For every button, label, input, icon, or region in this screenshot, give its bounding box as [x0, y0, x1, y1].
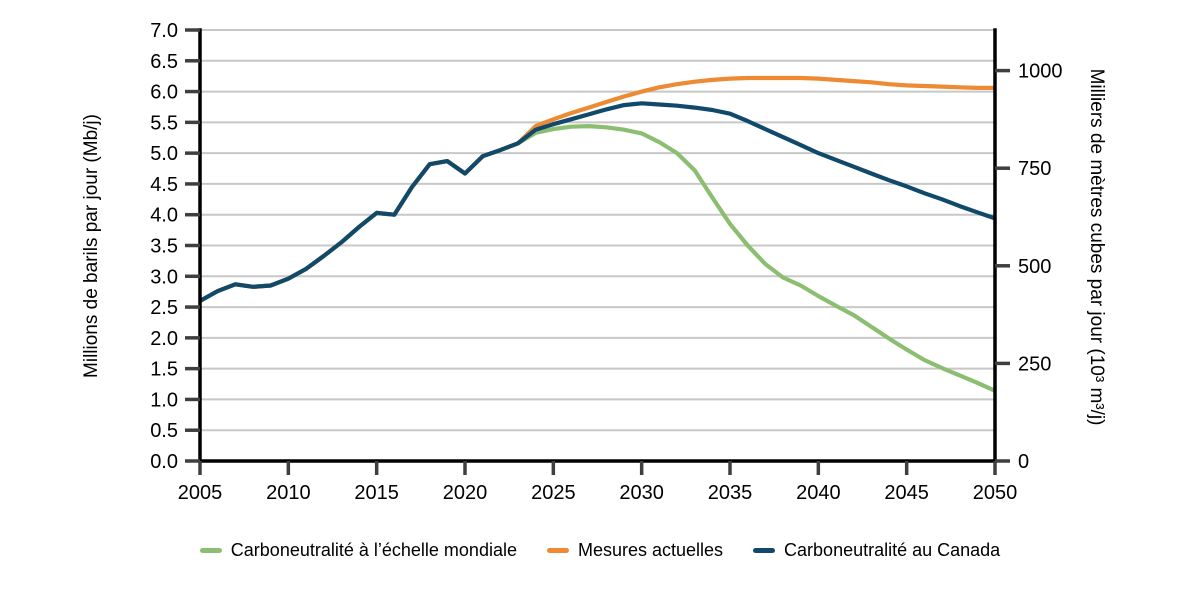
x-tick-label: 2045 — [884, 482, 929, 504]
x-tick-label: 2050 — [973, 482, 1018, 504]
chart-canvas: 0.0 0.5 1.0 1.5 2.0 2.5 3.0 3.5 4.0 4.5 5.0 5.5 6.0 6… — [81, 20, 1107, 504]
y-left-tick-label: 5.0 — [150, 143, 178, 165]
legend: Carboneutralité à l’échelle mondiale Mes… — [0, 540, 1200, 561]
y-right-tick-label: 750 — [1018, 158, 1051, 180]
y-right-tick-label: 500 — [1018, 256, 1051, 278]
legend-item-global-net-zero[interactable]: Carboneutralité à l’échelle mondiale — [199, 540, 517, 561]
line-canada-net-zero — [198, 101, 996, 303]
legend-label-global-net-zero: Carboneutralité à l’échelle mondiale — [230, 540, 517, 560]
legend-item-canada-net-zero[interactable]: Carboneutralité au Canada — [753, 540, 1000, 561]
series-lines — [198, 75, 996, 393]
x-tick-label: 2020 — [443, 482, 488, 504]
y-left-tick-label: 2.5 — [150, 297, 178, 319]
gridlines — [200, 29, 995, 432]
x-tick-label: 2005 — [178, 482, 223, 504]
y-left-tick-label: 7.0 — [150, 20, 178, 42]
x-tick-label: 2025 — [531, 482, 576, 504]
y-left-tick-label: 4.0 — [150, 205, 178, 227]
y-right-tick-label: 0 — [1018, 451, 1029, 473]
y-left-tick-label: 4.5 — [150, 174, 178, 196]
legend-swatch-global-net-zero — [199, 548, 222, 553]
y-left-tick-label: 6.5 — [150, 51, 178, 73]
y-left-tick-label: 1.0 — [150, 389, 178, 411]
x-tick-label: 2030 — [619, 482, 664, 504]
x-tick-label: 2040 — [796, 482, 841, 504]
tick-labels: 0.0 0.5 1.0 1.5 2.0 2.5 3.0 3.5 4.0 4.5 5.0 5.5 6.0 6… — [150, 20, 1062, 504]
y-right-tick-label: 1000 — [1018, 61, 1063, 83]
y-left-tick-label: 5.5 — [150, 112, 178, 134]
legend-swatch-current-measures — [546, 548, 569, 553]
y-left-tick-label: 6.0 — [150, 82, 178, 104]
y-axis-right-title: Milliers de mètres cubes par jour (10³ m… — [1086, 69, 1107, 426]
x-tick-label: 2035 — [708, 482, 753, 504]
x-tick-label: 2015 — [354, 482, 399, 504]
y-left-tick-label: 0.5 — [150, 420, 178, 442]
legend-swatch-canada-net-zero — [753, 548, 776, 553]
y-left-tick-label: 0.0 — [150, 451, 178, 473]
legend-label-canada-net-zero: Carboneutralité au Canada — [784, 540, 1001, 560]
y-right-tick-label: 250 — [1018, 353, 1051, 375]
y-left-tick-label: 1.5 — [150, 359, 178, 381]
x-tick-label: 2010 — [266, 482, 311, 504]
y-left-tick-label: 2.0 — [150, 328, 178, 350]
y-left-tick-label: 3.0 — [150, 266, 178, 288]
y-left-tick-label: 3.5 — [150, 236, 178, 258]
tick-marks — [185, 28, 1010, 475]
y-axis-left-title: Millions de barils par jour (Mb/j) — [81, 114, 102, 378]
legend-label-current-measures: Mesures actuelles — [577, 540, 724, 560]
legend-item-current-measures[interactable]: Mesures actuelles — [546, 540, 724, 561]
